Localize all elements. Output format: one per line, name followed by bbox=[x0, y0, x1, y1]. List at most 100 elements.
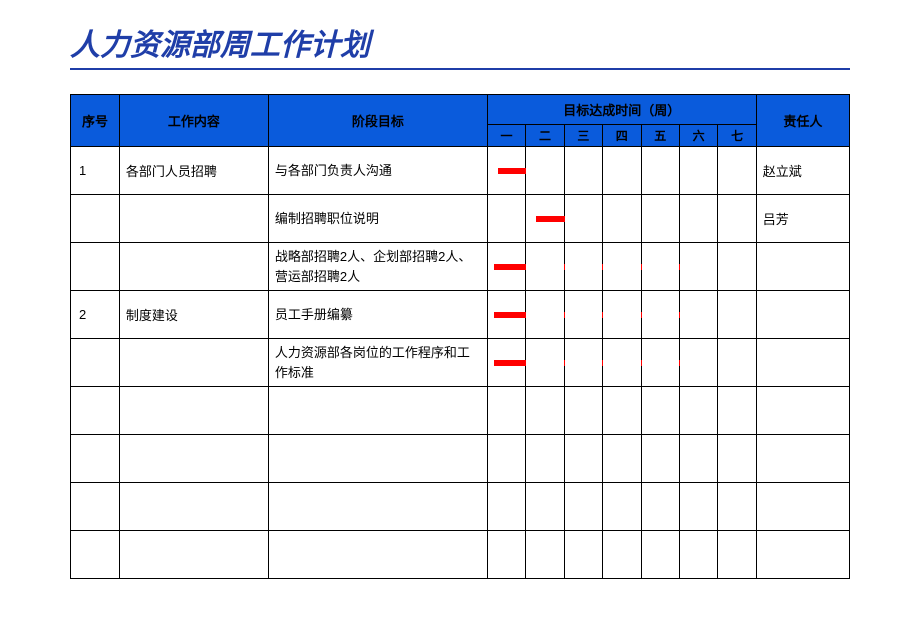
cell-week bbox=[526, 435, 564, 483]
header-week-6: 六 bbox=[679, 125, 717, 147]
cell-week bbox=[718, 531, 756, 579]
cell-week bbox=[603, 195, 641, 243]
table-row: 战略部招聘2人、企划部招聘2人、营运部招聘2人 bbox=[71, 243, 850, 291]
cell-week bbox=[641, 387, 679, 435]
cell-seq bbox=[71, 435, 120, 483]
cell-person: 吕芳 bbox=[756, 195, 849, 243]
cell-week bbox=[718, 291, 756, 339]
cell-week bbox=[679, 291, 717, 339]
cell-work-content: 制度建设 bbox=[119, 291, 268, 339]
cell-week bbox=[718, 435, 756, 483]
cell-week bbox=[718, 147, 756, 195]
cell-week bbox=[487, 147, 525, 195]
cell-seq bbox=[71, 243, 120, 291]
cell-work-content bbox=[119, 195, 268, 243]
cell-week bbox=[564, 483, 602, 531]
cell-week bbox=[718, 195, 756, 243]
header-week-3: 三 bbox=[564, 125, 602, 147]
cell-week bbox=[679, 387, 717, 435]
table-row bbox=[71, 435, 850, 483]
cell-week bbox=[718, 483, 756, 531]
cell-seq bbox=[71, 195, 120, 243]
header-week-1: 一 bbox=[487, 125, 525, 147]
cell-week bbox=[487, 243, 525, 291]
cell-week bbox=[564, 531, 602, 579]
cell-week bbox=[641, 531, 679, 579]
header-phase-target: 阶段目标 bbox=[268, 95, 487, 147]
table-row bbox=[71, 483, 850, 531]
cell-week bbox=[641, 483, 679, 531]
header-week-7: 七 bbox=[718, 125, 756, 147]
cell-week bbox=[603, 435, 641, 483]
cell-week bbox=[679, 243, 717, 291]
cell-person: 赵立斌 bbox=[756, 147, 849, 195]
cell-week bbox=[679, 339, 717, 387]
cell-week bbox=[679, 195, 717, 243]
cell-person bbox=[756, 483, 849, 531]
cell-week bbox=[718, 387, 756, 435]
cell-seq: 1 bbox=[71, 147, 120, 195]
table-row: 2制度建设员工手册编纂 bbox=[71, 291, 850, 339]
cell-phase-target bbox=[268, 435, 487, 483]
header-week-5: 五 bbox=[641, 125, 679, 147]
cell-week bbox=[718, 243, 756, 291]
cell-week bbox=[526, 243, 564, 291]
cell-week bbox=[603, 483, 641, 531]
cell-week bbox=[487, 483, 525, 531]
cell-week bbox=[526, 147, 564, 195]
document-container: 人力资源部周工作计划 序号 工作内容 阶段目标 目标达成时间（周） 责任人 一 … bbox=[0, 0, 920, 579]
cell-phase-target bbox=[268, 387, 487, 435]
cell-week bbox=[526, 195, 564, 243]
cell-seq bbox=[71, 339, 120, 387]
cell-week bbox=[526, 339, 564, 387]
cell-phase-target: 与各部门负责人沟通 bbox=[268, 147, 487, 195]
cell-week bbox=[564, 195, 602, 243]
cell-week bbox=[603, 531, 641, 579]
cell-work-content bbox=[119, 531, 268, 579]
work-plan-table: 序号 工作内容 阶段目标 目标达成时间（周） 责任人 一 二 三 四 五 六 七… bbox=[70, 94, 850, 579]
cell-week bbox=[564, 147, 602, 195]
cell-week bbox=[487, 435, 525, 483]
table-row bbox=[71, 387, 850, 435]
header-work-content: 工作内容 bbox=[119, 95, 268, 147]
cell-week bbox=[641, 435, 679, 483]
cell-week bbox=[487, 195, 525, 243]
header-week-4: 四 bbox=[603, 125, 641, 147]
cell-seq bbox=[71, 387, 120, 435]
cell-week bbox=[641, 291, 679, 339]
cell-week bbox=[603, 147, 641, 195]
cell-week bbox=[564, 243, 602, 291]
cell-week bbox=[641, 339, 679, 387]
header-target-time: 目标达成时间（周） bbox=[487, 95, 756, 125]
cell-work-content bbox=[119, 243, 268, 291]
cell-week bbox=[526, 291, 564, 339]
cell-week bbox=[564, 291, 602, 339]
cell-work-content bbox=[119, 387, 268, 435]
cell-phase-target: 人力资源部各岗位的工作程序和工作标准 bbox=[268, 339, 487, 387]
cell-seq bbox=[71, 531, 120, 579]
cell-seq bbox=[71, 483, 120, 531]
cell-week bbox=[487, 339, 525, 387]
cell-week bbox=[603, 243, 641, 291]
cell-work-content bbox=[119, 435, 268, 483]
cell-week bbox=[641, 243, 679, 291]
cell-week bbox=[603, 291, 641, 339]
cell-week bbox=[526, 483, 564, 531]
cell-work-content bbox=[119, 339, 268, 387]
cell-phase-target: 战略部招聘2人、企划部招聘2人、营运部招聘2人 bbox=[268, 243, 487, 291]
cell-week bbox=[641, 147, 679, 195]
cell-person bbox=[756, 435, 849, 483]
cell-person bbox=[756, 387, 849, 435]
cell-week bbox=[526, 531, 564, 579]
cell-phase-target bbox=[268, 483, 487, 531]
cell-work-content bbox=[119, 483, 268, 531]
table-row: 人力资源部各岗位的工作程序和工作标准 bbox=[71, 339, 850, 387]
cell-week bbox=[487, 387, 525, 435]
cell-week bbox=[564, 339, 602, 387]
cell-person bbox=[756, 291, 849, 339]
cell-week bbox=[603, 339, 641, 387]
cell-week bbox=[564, 387, 602, 435]
cell-week bbox=[718, 339, 756, 387]
cell-seq: 2 bbox=[71, 291, 120, 339]
cell-week bbox=[679, 483, 717, 531]
